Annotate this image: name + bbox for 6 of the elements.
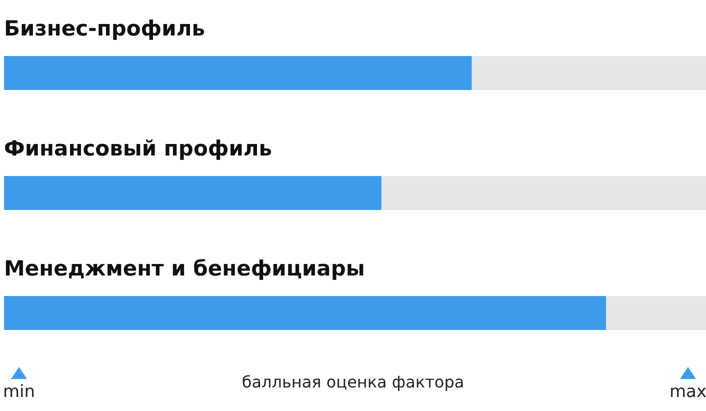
text: min xyxy=(2,382,36,402)
y-tick-label: Менеджмент и бенефициары xyxy=(4,256,365,280)
y-tick-label: Бизнес-профиль xyxy=(4,16,206,40)
y-tick-label: Финансовый профиль xyxy=(4,136,272,160)
text: max xyxy=(669,382,706,402)
x-axis-title: балльная оценка фактора xyxy=(242,372,464,392)
